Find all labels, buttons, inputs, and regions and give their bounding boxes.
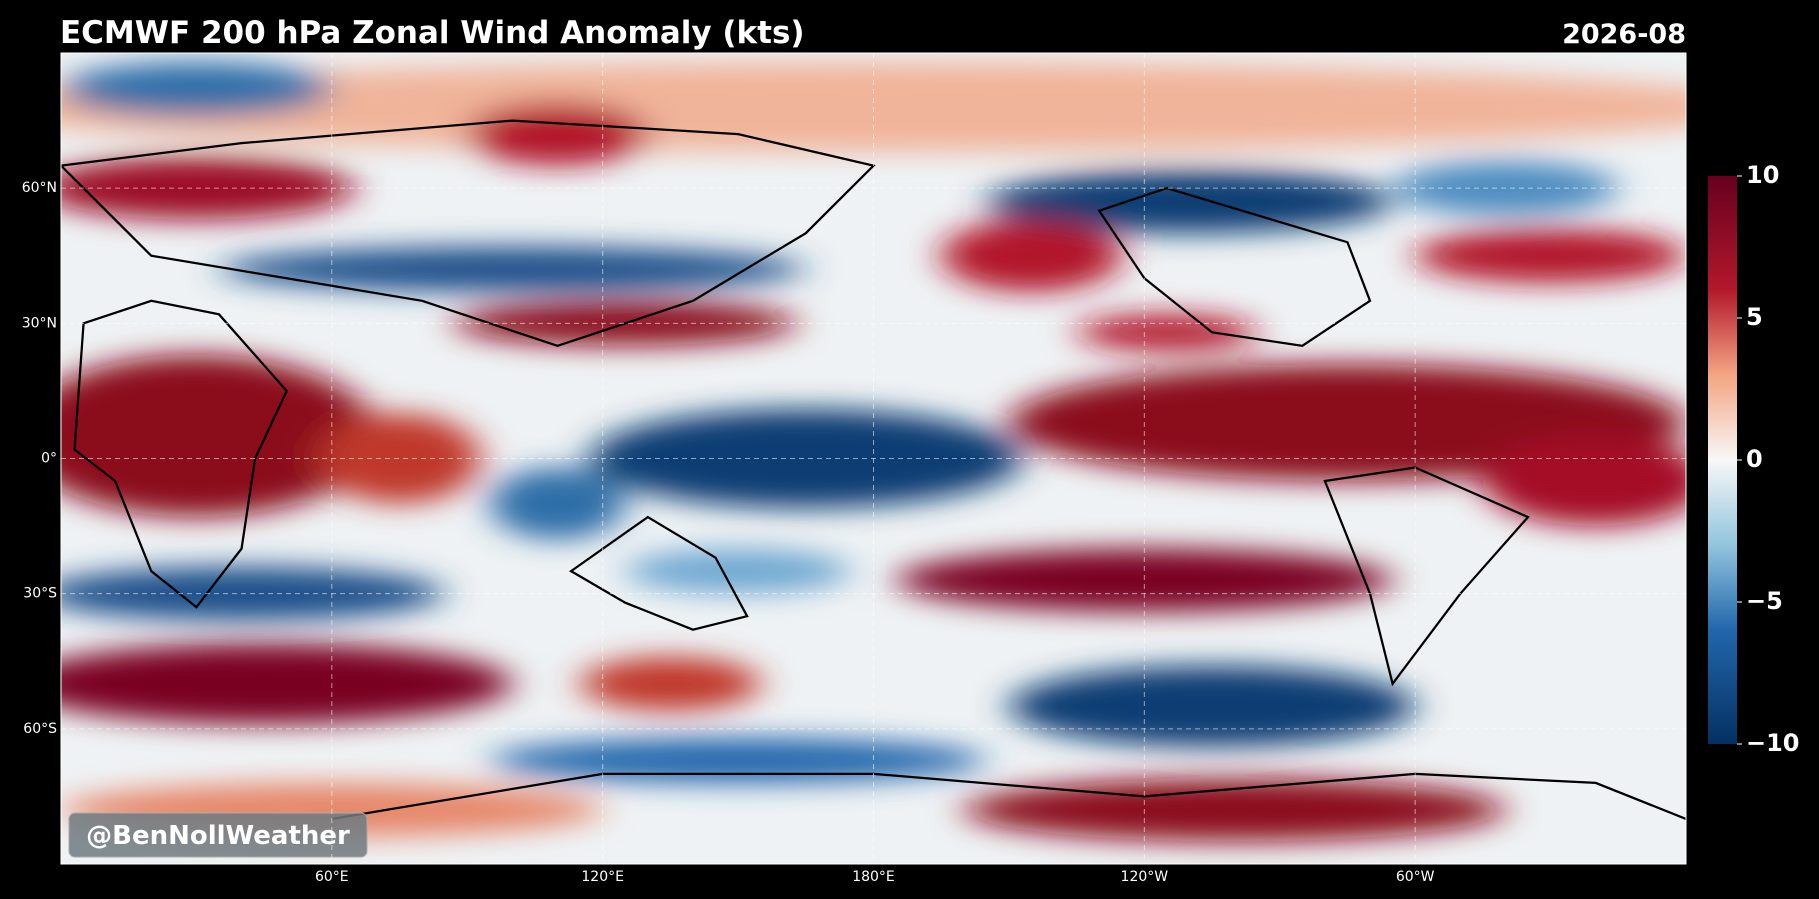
colorbar-label: 5 [1746, 303, 1763, 331]
colorbar [1708, 176, 1737, 744]
lon-label: 180°E [852, 869, 895, 885]
colorbar-label: −10 [1746, 729, 1800, 757]
lat-label: 30°N [22, 315, 57, 331]
lon-label: 120°E [581, 869, 624, 885]
title: ECMWF 200 hPa Zonal Wind Anomaly (kts) [60, 15, 805, 51]
watermark: @BenNollWeather [86, 821, 350, 851]
date: 2026-08 [1562, 19, 1686, 50]
watermark-box [68, 812, 368, 858]
lon-label: 60°E [315, 869, 349, 885]
colorbar-label: 0 [1746, 445, 1763, 473]
lat-label: 60°S [23, 721, 57, 737]
lat-label: 30°S [23, 586, 57, 602]
colorbar-label: 10 [1746, 161, 1779, 189]
colorbar-label: −5 [1746, 587, 1783, 615]
lat-label: 60°N [22, 180, 57, 196]
lon-label: 120°W [1121, 869, 1169, 885]
lon-label: 60°W [1396, 869, 1435, 885]
anomaly-field [61, 53, 1686, 864]
lat-label: 0° [41, 451, 57, 467]
